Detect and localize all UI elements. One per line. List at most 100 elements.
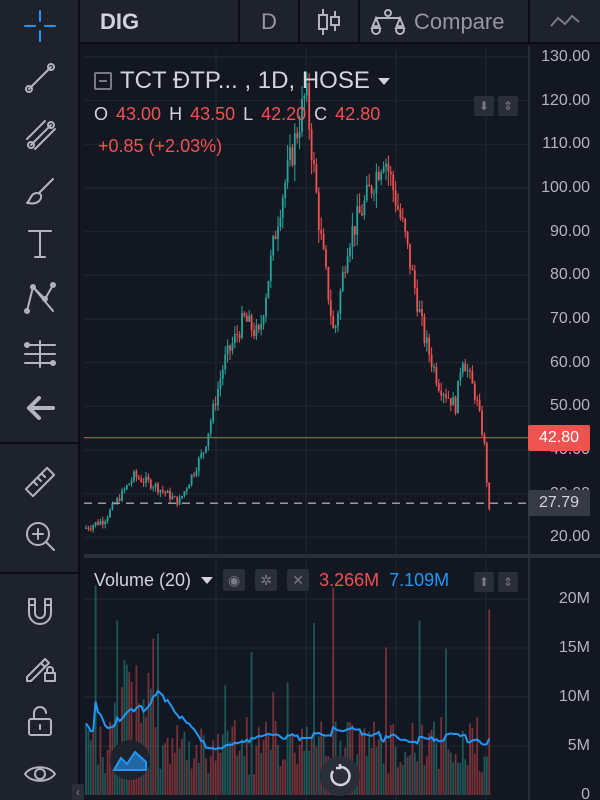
magnet-icon[interactable] bbox=[0, 586, 80, 638]
volume-bar bbox=[423, 764, 426, 795]
lock-drawing-icon[interactable] bbox=[0, 640, 80, 692]
volume-pane-controls: ⬆ ⇕ bbox=[474, 572, 518, 592]
visibility-icon[interactable]: ◉ bbox=[223, 569, 246, 591]
candle-body bbox=[305, 82, 308, 96]
crosshair-icon[interactable] bbox=[0, 0, 80, 52]
volume-bar bbox=[171, 737, 174, 795]
maximize-pane-icon[interactable]: ⇕ bbox=[498, 96, 518, 116]
volume-bar bbox=[373, 721, 375, 795]
candle-body bbox=[339, 290, 342, 314]
brush-icon[interactable] bbox=[0, 164, 80, 216]
candle-body bbox=[380, 171, 383, 180]
volume-bar bbox=[200, 728, 203, 795]
volume-bar bbox=[409, 755, 411, 795]
candle-body bbox=[265, 297, 267, 317]
volume-bar bbox=[224, 685, 227, 795]
candle-body bbox=[418, 308, 421, 312]
back-arrow-icon[interactable] bbox=[0, 382, 80, 434]
candle-body bbox=[370, 186, 373, 194]
candle-body bbox=[277, 226, 279, 239]
volume-bar bbox=[289, 734, 291, 795]
move-pane-down-icon[interactable]: ⬇ bbox=[474, 96, 494, 116]
prediction-icon[interactable] bbox=[0, 328, 80, 380]
volume-bar bbox=[181, 739, 183, 795]
candle-body bbox=[310, 129, 313, 161]
chart-style-button[interactable] bbox=[110, 740, 150, 780]
price-chart-pane[interactable] bbox=[84, 50, 528, 554]
open-key: O bbox=[94, 103, 109, 124]
volume-bar bbox=[301, 728, 303, 795]
volume-tick-label: 20M bbox=[558, 590, 590, 607]
volume-legend: Volume (20) ◉ ✲ ✕ 3.266M 7.109M bbox=[94, 566, 449, 594]
volume-bar bbox=[97, 764, 99, 795]
volume-bar bbox=[106, 749, 109, 795]
volume-bar bbox=[277, 745, 279, 795]
volume-bar bbox=[128, 672, 131, 795]
symbol-search-button[interactable]: DIG bbox=[80, 0, 240, 44]
volume-bar bbox=[265, 721, 267, 795]
maximize-pane-icon[interactable]: ⇕ bbox=[498, 572, 518, 592]
volume-pane[interactable] bbox=[84, 560, 528, 800]
price-axis[interactable]: 130.00 120.00 110.00 100.00 90.00 80.00 70.00 6… bbox=[528, 46, 600, 554]
zoom-in-icon[interactable] bbox=[0, 510, 80, 562]
collapse-toolbar-icon[interactable]: ‹ bbox=[72, 784, 84, 800]
candle-body bbox=[430, 354, 433, 367]
candle-body bbox=[133, 471, 135, 481]
volume-bar bbox=[483, 756, 486, 795]
candle-body bbox=[315, 164, 318, 193]
unlock-icon[interactable] bbox=[0, 694, 80, 746]
interval-button[interactable]: D bbox=[240, 0, 300, 44]
volume-axis[interactable]: 20M 15M 10M 5M 0 bbox=[528, 558, 600, 800]
candle-body bbox=[353, 226, 356, 235]
volume-bar bbox=[257, 727, 260, 795]
indicators-button[interactable] bbox=[530, 0, 600, 44]
eye-icon[interactable] bbox=[0, 748, 80, 800]
candle-body bbox=[111, 503, 114, 510]
low-value: 42.20 bbox=[261, 103, 307, 124]
candle-body bbox=[363, 200, 366, 216]
candle-body bbox=[301, 98, 303, 132]
candle-body bbox=[257, 325, 260, 330]
reset-chart-button[interactable] bbox=[320, 756, 360, 796]
candle-body bbox=[104, 521, 107, 525]
high-value: 43.50 bbox=[190, 103, 236, 124]
candle-body bbox=[401, 217, 404, 220]
text-icon[interactable] bbox=[0, 218, 80, 270]
volume-title[interactable]: Volume (20) bbox=[94, 569, 192, 590]
candle-body bbox=[406, 231, 409, 244]
pane-separator[interactable] bbox=[84, 554, 600, 558]
volume-bar bbox=[404, 751, 407, 795]
chevron-down-icon[interactable] bbox=[201, 576, 214, 584]
volume-bar bbox=[478, 770, 481, 795]
candle-body bbox=[229, 345, 231, 351]
legend-title[interactable]: TCT ĐTP... , 1D, HOSE bbox=[120, 67, 370, 94]
volume-bar bbox=[233, 719, 236, 795]
close-icon[interactable]: ✕ bbox=[287, 569, 310, 591]
ruler-icon[interactable] bbox=[0, 456, 80, 508]
candle-body bbox=[267, 281, 270, 298]
candle-body bbox=[233, 334, 236, 344]
fib-icon[interactable] bbox=[0, 108, 80, 160]
volume-bar bbox=[421, 724, 423, 795]
volume-tick-label: 5M bbox=[567, 737, 590, 754]
volume-bar bbox=[125, 664, 128, 795]
volume-bar bbox=[226, 730, 229, 795]
trend-line-icon[interactable] bbox=[0, 52, 80, 104]
compare-button[interactable]: Compare bbox=[360, 0, 530, 44]
price-tick-label: 90.00 bbox=[549, 222, 590, 240]
chart-type-button[interactable] bbox=[300, 0, 360, 44]
settings-icon[interactable]: ✲ bbox=[255, 569, 278, 591]
volume-bar bbox=[435, 742, 438, 795]
volume-bar bbox=[361, 731, 363, 795]
pattern-icon[interactable] bbox=[0, 272, 80, 324]
candle-body bbox=[351, 226, 354, 248]
candle-body bbox=[466, 370, 469, 372]
candle-body bbox=[106, 517, 109, 522]
volume-bar bbox=[243, 755, 246, 795]
move-pane-up-icon[interactable]: ⬆ bbox=[474, 572, 494, 592]
candle-body bbox=[243, 312, 246, 316]
volume-bar bbox=[399, 761, 402, 795]
chevron-down-icon[interactable] bbox=[377, 77, 390, 85]
collapse-legend-icon[interactable] bbox=[94, 72, 112, 90]
volume-bar bbox=[310, 738, 313, 795]
